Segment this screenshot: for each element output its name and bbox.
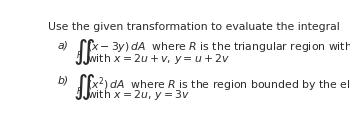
Text: $\iint$: $\iint$: [73, 72, 95, 102]
Text: $\iint$: $\iint$: [73, 37, 95, 67]
Text: b): b): [58, 76, 69, 86]
Text: with $x = 2u,\, y = 3v$: with $x = 2u,\, y = 3v$: [87, 88, 190, 102]
Text: $(x^2)\,dA$  where $R$ is the region bounded by the ellipse $9x^2 + 4y^2 = 36$: $(x^2)\,dA$ where $R$ is the region boun…: [87, 76, 350, 94]
Text: $R$: $R$: [76, 85, 83, 96]
Text: Use the given transformation to evaluate the integral: Use the given transformation to evaluate…: [48, 22, 340, 32]
Text: $R$: $R$: [76, 49, 83, 60]
Text: a): a): [58, 40, 69, 50]
Text: with $x = 2u + v,\, y = u + 2v$: with $x = 2u + v,\, y = u + 2v$: [87, 53, 230, 66]
Text: $(x - 3y)\,dA$  where $R$ is the triangular region with vertices $(0,0)$, $(2,1): $(x - 3y)\,dA$ where $R$ is the triangul…: [87, 40, 350, 54]
